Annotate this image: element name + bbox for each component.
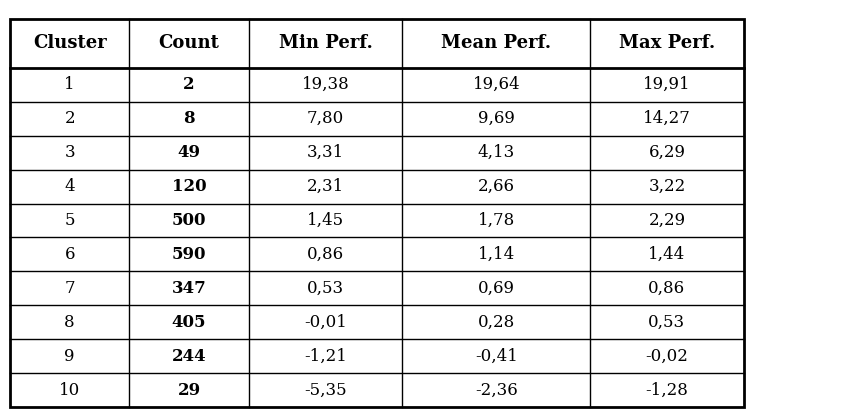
Text: 6: 6 xyxy=(64,246,74,263)
Text: 8: 8 xyxy=(64,314,75,331)
Text: 1,44: 1,44 xyxy=(648,246,686,263)
Text: 120: 120 xyxy=(172,178,206,195)
Text: 3,22: 3,22 xyxy=(648,178,686,195)
Bar xyxy=(10,19,744,407)
Text: 2: 2 xyxy=(64,110,75,127)
Text: -1,28: -1,28 xyxy=(645,382,688,399)
Text: -5,35: -5,35 xyxy=(304,382,347,399)
Text: 29: 29 xyxy=(177,382,200,399)
Text: 0,53: 0,53 xyxy=(307,280,344,297)
Text: Cluster: Cluster xyxy=(33,34,106,52)
Text: 6,29: 6,29 xyxy=(648,144,686,161)
Text: 0,69: 0,69 xyxy=(478,280,514,297)
Text: 10: 10 xyxy=(59,382,80,399)
Text: 1,14: 1,14 xyxy=(478,246,514,263)
Text: 49: 49 xyxy=(177,144,200,161)
Text: 1,45: 1,45 xyxy=(307,212,344,229)
Text: 347: 347 xyxy=(172,280,206,297)
Text: 7: 7 xyxy=(64,280,75,297)
Text: 0,86: 0,86 xyxy=(648,280,686,297)
Text: Max Perf.: Max Perf. xyxy=(619,34,715,52)
Text: 405: 405 xyxy=(172,314,206,331)
Text: 5: 5 xyxy=(64,212,74,229)
Text: 2,29: 2,29 xyxy=(648,212,686,229)
Text: 590: 590 xyxy=(172,246,206,263)
Text: -0,01: -0,01 xyxy=(304,314,347,331)
Text: 7,80: 7,80 xyxy=(307,110,344,127)
Text: -0,02: -0,02 xyxy=(645,348,688,365)
Text: Count: Count xyxy=(158,34,219,52)
Text: 8: 8 xyxy=(183,110,195,127)
Text: -1,21: -1,21 xyxy=(304,348,347,365)
Text: 19,91: 19,91 xyxy=(643,76,691,93)
Text: 9,69: 9,69 xyxy=(478,110,514,127)
Text: 244: 244 xyxy=(172,348,206,365)
Text: 9: 9 xyxy=(64,348,74,365)
Text: 0,53: 0,53 xyxy=(648,314,686,331)
Text: 2: 2 xyxy=(183,76,195,93)
Text: 19,38: 19,38 xyxy=(301,76,349,93)
Text: 1,78: 1,78 xyxy=(478,212,514,229)
Text: 1: 1 xyxy=(64,76,75,93)
Text: -2,36: -2,36 xyxy=(475,382,518,399)
Text: 19,64: 19,64 xyxy=(473,76,520,93)
Text: 3: 3 xyxy=(64,144,75,161)
Text: 500: 500 xyxy=(172,212,206,229)
Text: 4: 4 xyxy=(64,178,75,195)
Text: 2,66: 2,66 xyxy=(478,178,514,195)
Text: 0,86: 0,86 xyxy=(307,246,344,263)
Text: -0,41: -0,41 xyxy=(475,348,518,365)
Text: 4,13: 4,13 xyxy=(478,144,514,161)
Text: Min Perf.: Min Perf. xyxy=(279,34,372,52)
Text: Mean Perf.: Mean Perf. xyxy=(441,34,551,52)
Text: 2,31: 2,31 xyxy=(307,178,344,195)
Text: 3,31: 3,31 xyxy=(307,144,344,161)
Text: 0,28: 0,28 xyxy=(478,314,514,331)
Text: 14,27: 14,27 xyxy=(643,110,691,127)
